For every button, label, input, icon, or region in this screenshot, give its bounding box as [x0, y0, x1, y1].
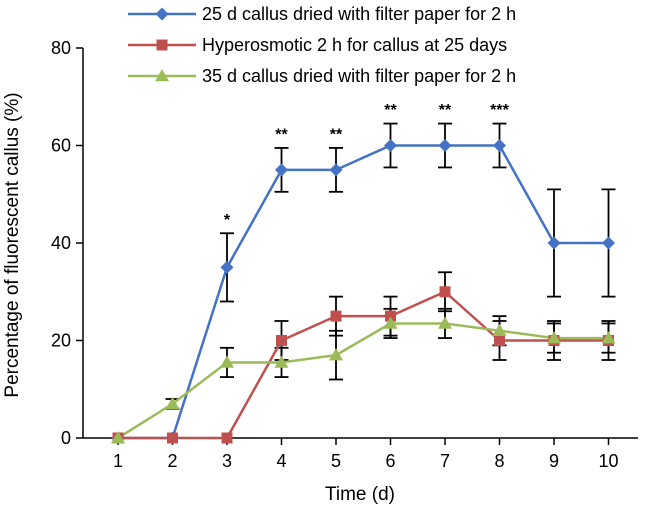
y-ticks: 0 20 40 60 80	[51, 38, 83, 448]
series-layer	[111, 122, 616, 445]
y-tick-label-3: 60	[51, 136, 71, 156]
legend-marker-1	[156, 39, 168, 51]
significance-label-1: **	[275, 127, 288, 144]
x-ticks: 1 2 3 4 5 6 7 8 9 10	[113, 438, 619, 471]
y-axis-title: Percentage of fluorescent callus (%)	[2, 92, 23, 397]
x-tick-label-4: 5	[331, 451, 341, 471]
legend-entry-2: 35 d callus dried with filter paper for …	[128, 66, 516, 86]
series-2-point-1	[165, 396, 180, 410]
x-tick-label-9: 10	[598, 451, 618, 471]
y-tick-label-2: 40	[51, 233, 71, 253]
significance-label-3: **	[384, 102, 397, 119]
series-1-point-2	[221, 432, 233, 444]
legend-marker-0	[155, 7, 169, 21]
series-0-point-4	[329, 163, 343, 177]
series-2-point-7	[492, 323, 507, 336]
series-2-point-6	[438, 316, 452, 329]
series-2-point-5	[383, 316, 398, 329]
series-0-point-6	[438, 139, 452, 152]
significance-label-2: **	[330, 127, 343, 144]
y-tick-label-4: 80	[51, 38, 71, 58]
legend-entry-1: Hyperosmotic 2 h for callus at 25 days	[128, 35, 507, 55]
x-tick-label-7: 8	[494, 451, 504, 471]
x-tick-label-3: 4	[276, 451, 286, 471]
significance-label-0: *	[224, 212, 231, 229]
x-axis-title: Time (d)	[325, 484, 395, 505]
series-line-0	[118, 144, 609, 440]
series-0-point-5	[384, 139, 397, 152]
series-2-point-4	[329, 348, 343, 361]
x-tick-label-6: 7	[440, 451, 450, 471]
y-tick-label-0: 0	[61, 428, 71, 448]
series-2-point-2	[220, 355, 234, 368]
series-0-point-7	[493, 139, 506, 152]
series-markers	[111, 139, 616, 445]
significance-label-4: **	[439, 102, 452, 119]
series-1-point-7	[494, 335, 505, 346]
series-1-point-5	[385, 310, 396, 322]
series-1-point-6	[439, 286, 451, 298]
series-2-point-9	[601, 331, 616, 344]
legend-label-1: Hyperosmotic 2 h for callus at 25 days	[202, 35, 507, 55]
series-0-point-3	[275, 163, 288, 177]
legend-marker-2	[155, 69, 169, 82]
series-0-point-9	[602, 236, 615, 250]
significance-annotations: *** **** ** ***	[224, 102, 510, 229]
series-1-point-1	[167, 432, 178, 444]
significance-label-5: ***	[490, 102, 509, 119]
series-line-2	[117, 322, 609, 440]
series-1-point-4	[330, 310, 342, 322]
series-line-1	[118, 290, 609, 440]
series-0-point-2	[220, 260, 234, 274]
y-tick-label-1: 20	[51, 331, 71, 351]
x-tick-label-0: 1	[113, 451, 123, 471]
legend: 25 d callus dried with filter paper for …	[128, 4, 516, 86]
legend-entry-0: 25 d callus dried with filter paper for …	[128, 4, 516, 24]
series-2-point-0	[111, 431, 125, 444]
series-1-point-3	[276, 335, 287, 346]
series-2-point-8	[547, 331, 561, 344]
series-lines	[117, 144, 609, 440]
legend-label-2: 35 d callus dried with filter paper for …	[202, 66, 516, 86]
x-tick-label-5: 6	[385, 451, 395, 471]
x-tick-label-2: 3	[222, 451, 232, 471]
legend-label-0: 25 d callus dried with filter paper for …	[202, 4, 516, 24]
series-0-point-8	[547, 236, 561, 250]
x-tick-label-1: 2	[167, 451, 177, 471]
x-tick-label-8: 9	[549, 451, 559, 471]
series-2-point-3	[274, 355, 289, 368]
